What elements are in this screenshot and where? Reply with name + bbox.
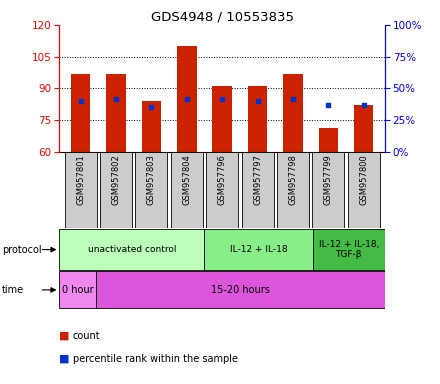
Bar — [277, 152, 309, 228]
Text: GSM957800: GSM957800 — [359, 154, 368, 205]
Title: GDS4948 / 10553835: GDS4948 / 10553835 — [150, 11, 294, 24]
Bar — [204, 229, 313, 270]
Bar — [100, 152, 132, 228]
Text: GSM957798: GSM957798 — [289, 154, 297, 205]
Bar — [283, 74, 303, 152]
Text: 0 hour: 0 hour — [62, 285, 93, 295]
Bar — [142, 101, 161, 152]
Bar — [319, 128, 338, 152]
Bar — [95, 271, 385, 308]
Bar — [65, 152, 96, 228]
Text: GSM957797: GSM957797 — [253, 154, 262, 205]
Bar — [59, 271, 95, 308]
Text: GSM957799: GSM957799 — [324, 154, 333, 205]
Bar — [171, 152, 203, 228]
Text: GSM957804: GSM957804 — [182, 154, 191, 205]
Bar — [248, 86, 268, 152]
Bar — [177, 46, 197, 152]
Bar — [136, 152, 167, 228]
Bar — [312, 152, 345, 228]
Text: GSM957803: GSM957803 — [147, 154, 156, 205]
Text: IL-12 + IL-18,
TGF-β: IL-12 + IL-18, TGF-β — [319, 240, 379, 259]
Text: 15-20 hours: 15-20 hours — [211, 285, 270, 295]
Bar — [213, 86, 232, 152]
Text: count: count — [73, 331, 100, 341]
Bar — [71, 74, 90, 152]
Bar — [206, 152, 238, 228]
Text: protocol: protocol — [2, 245, 42, 255]
Text: ■: ■ — [59, 331, 70, 341]
Bar — [106, 74, 126, 152]
Bar — [59, 229, 204, 270]
Text: GSM957801: GSM957801 — [76, 154, 85, 205]
Text: unactivated control: unactivated control — [88, 245, 176, 254]
Bar — [354, 105, 374, 152]
Bar — [242, 152, 274, 228]
Text: GSM957796: GSM957796 — [218, 154, 227, 205]
Text: time: time — [2, 285, 24, 295]
Text: IL-12 + IL-18: IL-12 + IL-18 — [230, 245, 287, 254]
Text: GSM957802: GSM957802 — [111, 154, 121, 205]
Bar — [313, 229, 385, 270]
Text: ■: ■ — [59, 354, 70, 364]
Bar — [348, 152, 380, 228]
Text: percentile rank within the sample: percentile rank within the sample — [73, 354, 238, 364]
